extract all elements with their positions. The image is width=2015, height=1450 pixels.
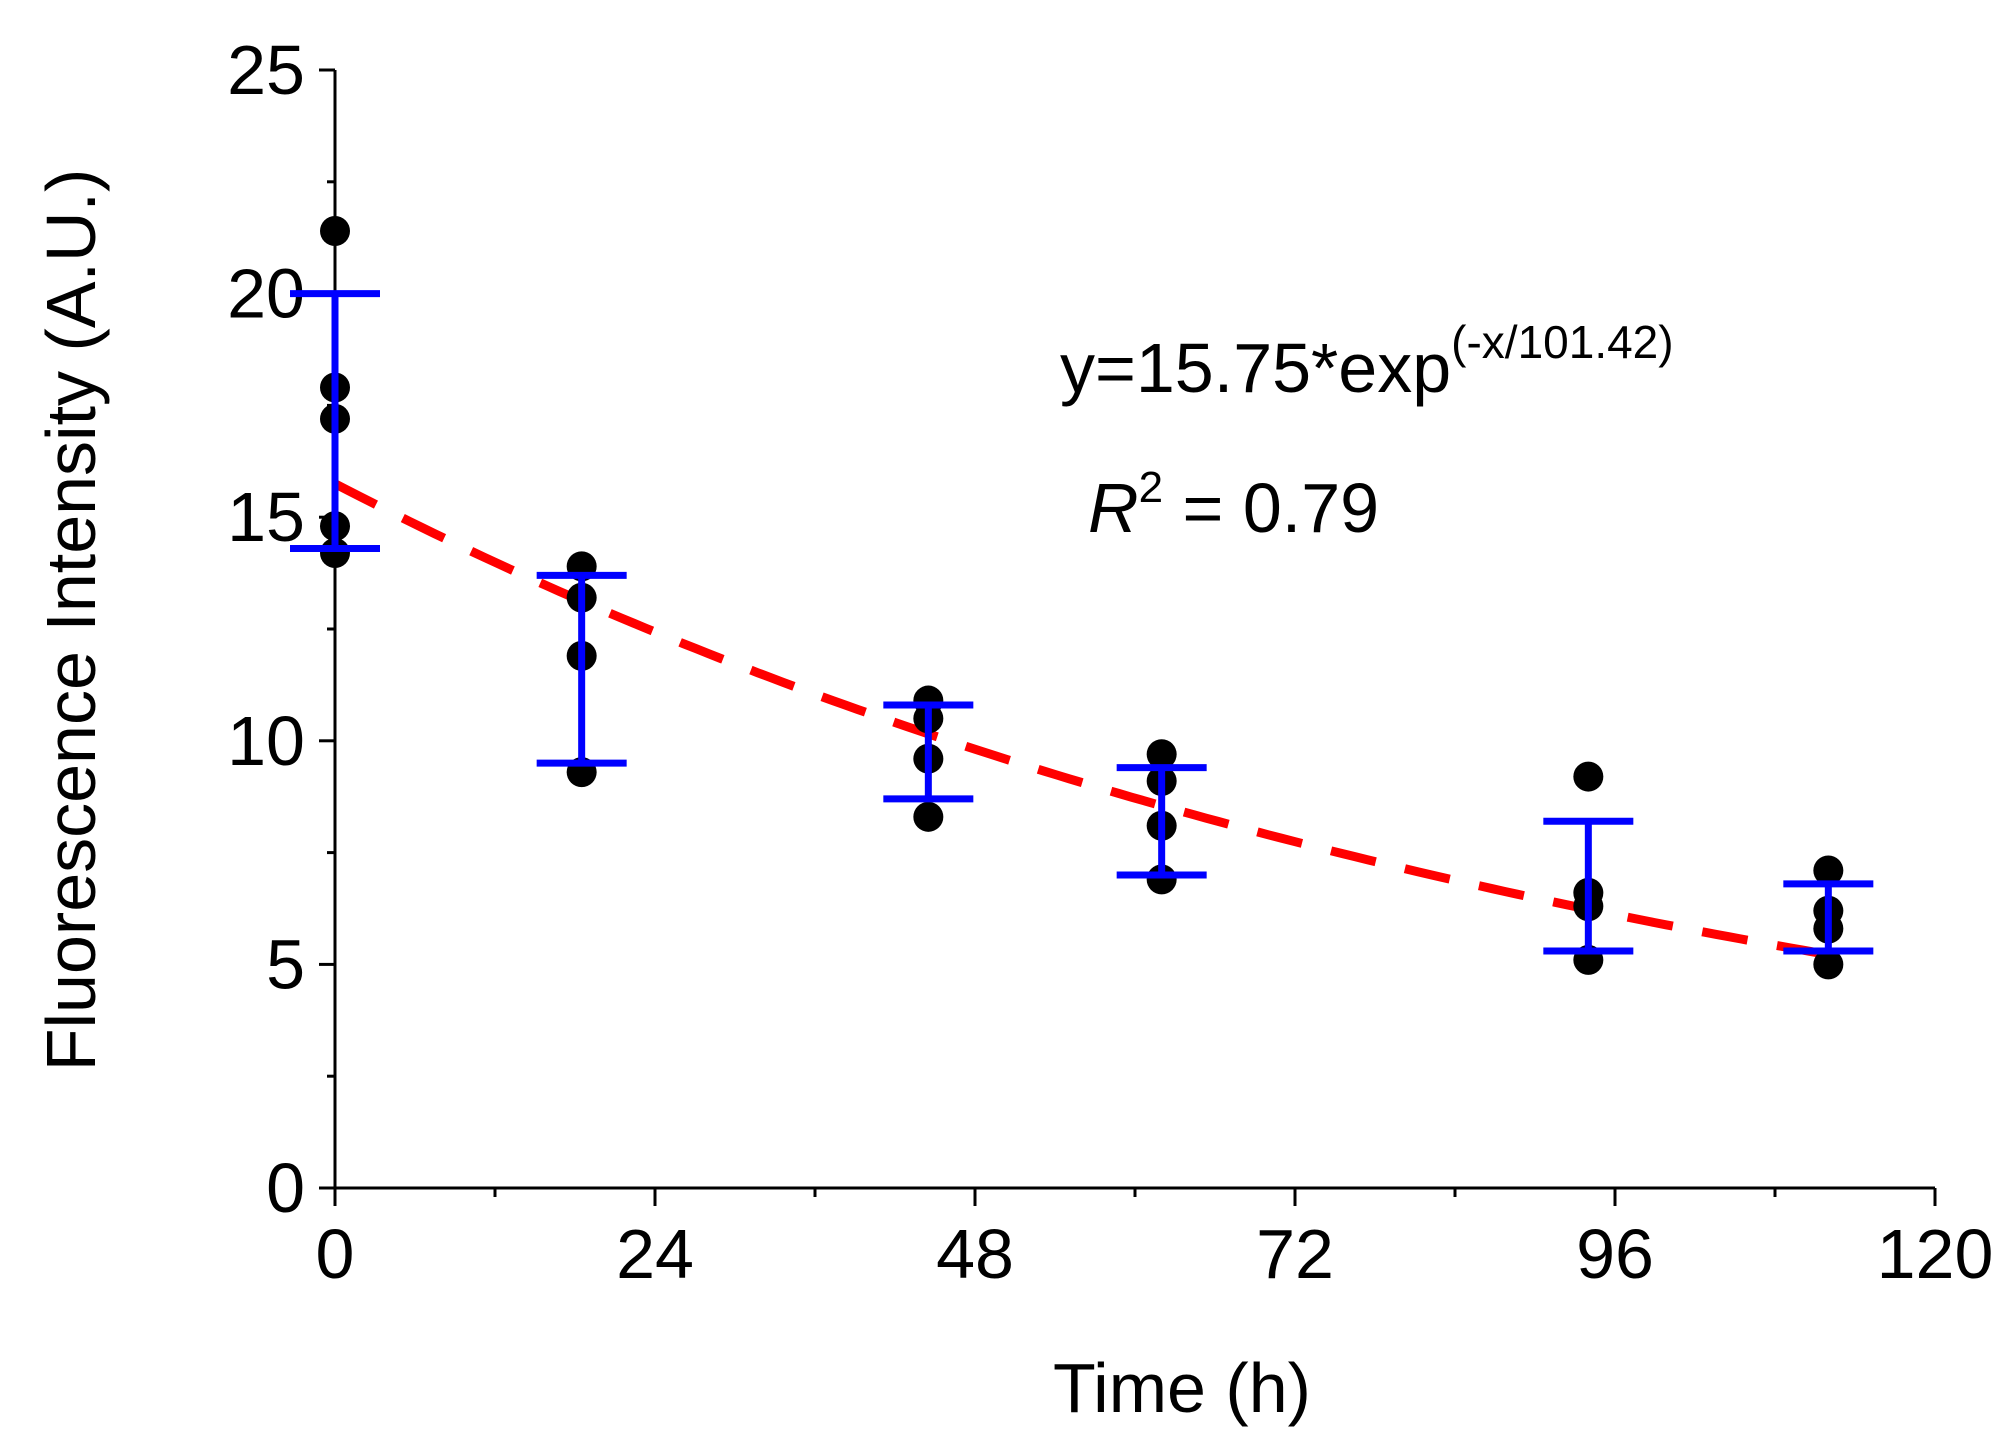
x-tick-label: 24 [616, 1215, 694, 1293]
data-point [1813, 855, 1844, 886]
y-tick-label: 5 [266, 925, 305, 1003]
error-bar [883, 701, 974, 803]
y-tick-label: 0 [266, 1149, 305, 1227]
fit-equation-exponent: (-x/101.42) [1451, 316, 1673, 368]
x-tick-label: 72 [1256, 1215, 1334, 1293]
data-point [1146, 739, 1177, 770]
fit-equation: y=15.75*exp(-x/101.42) [1060, 316, 1674, 407]
x-tick-label: 48 [936, 1215, 1014, 1293]
error-bar [1116, 764, 1207, 879]
error-bars-layer [290, 290, 1874, 955]
y-tick-label: 25 [227, 31, 305, 109]
data-point [1813, 949, 1844, 980]
r-squared-power: 2 [1139, 463, 1163, 512]
data-point [320, 215, 350, 246]
fit-equation-prefix: y=15.75*exp [1060, 329, 1451, 407]
r-squared-symbol: R [1088, 469, 1139, 547]
x-axis-label: Time (h) [1053, 1349, 1311, 1427]
data-point [913, 801, 944, 832]
x-tick-label: 120 [1877, 1215, 1994, 1293]
x-tick-label: 96 [1576, 1215, 1654, 1293]
y-tick-label: 10 [227, 702, 305, 780]
error-bar [536, 571, 627, 767]
fit-line [332, 479, 1830, 960]
x-ticks: 0 24 48 72 96 120 [316, 1188, 1994, 1293]
y-tick-label: 15 [227, 478, 305, 556]
axes [333, 70, 1935, 1190]
y-axis-label: Fluorescence Intensity (A.U.) [32, 169, 110, 1072]
error-bar [290, 290, 380, 553]
data-point [1573, 761, 1604, 792]
fit-line-layer [332, 479, 1830, 960]
r-squared-value: = 0.79 [1163, 469, 1379, 547]
r-squared-annotation: R2 = 0.79 [1088, 463, 1379, 547]
error-bar [1783, 880, 1874, 955]
error-bar [1543, 817, 1634, 955]
x-tick-label: 0 [316, 1215, 355, 1293]
